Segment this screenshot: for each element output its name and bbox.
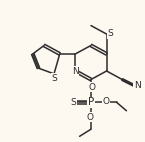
Text: S: S: [107, 29, 113, 38]
Text: O: O: [88, 83, 95, 92]
Text: O: O: [86, 113, 93, 122]
Text: N: N: [72, 66, 79, 76]
Text: N: N: [134, 81, 141, 90]
Text: S: S: [70, 98, 76, 107]
Text: P: P: [88, 97, 94, 107]
Text: S: S: [51, 74, 57, 83]
Text: O: O: [102, 97, 109, 106]
